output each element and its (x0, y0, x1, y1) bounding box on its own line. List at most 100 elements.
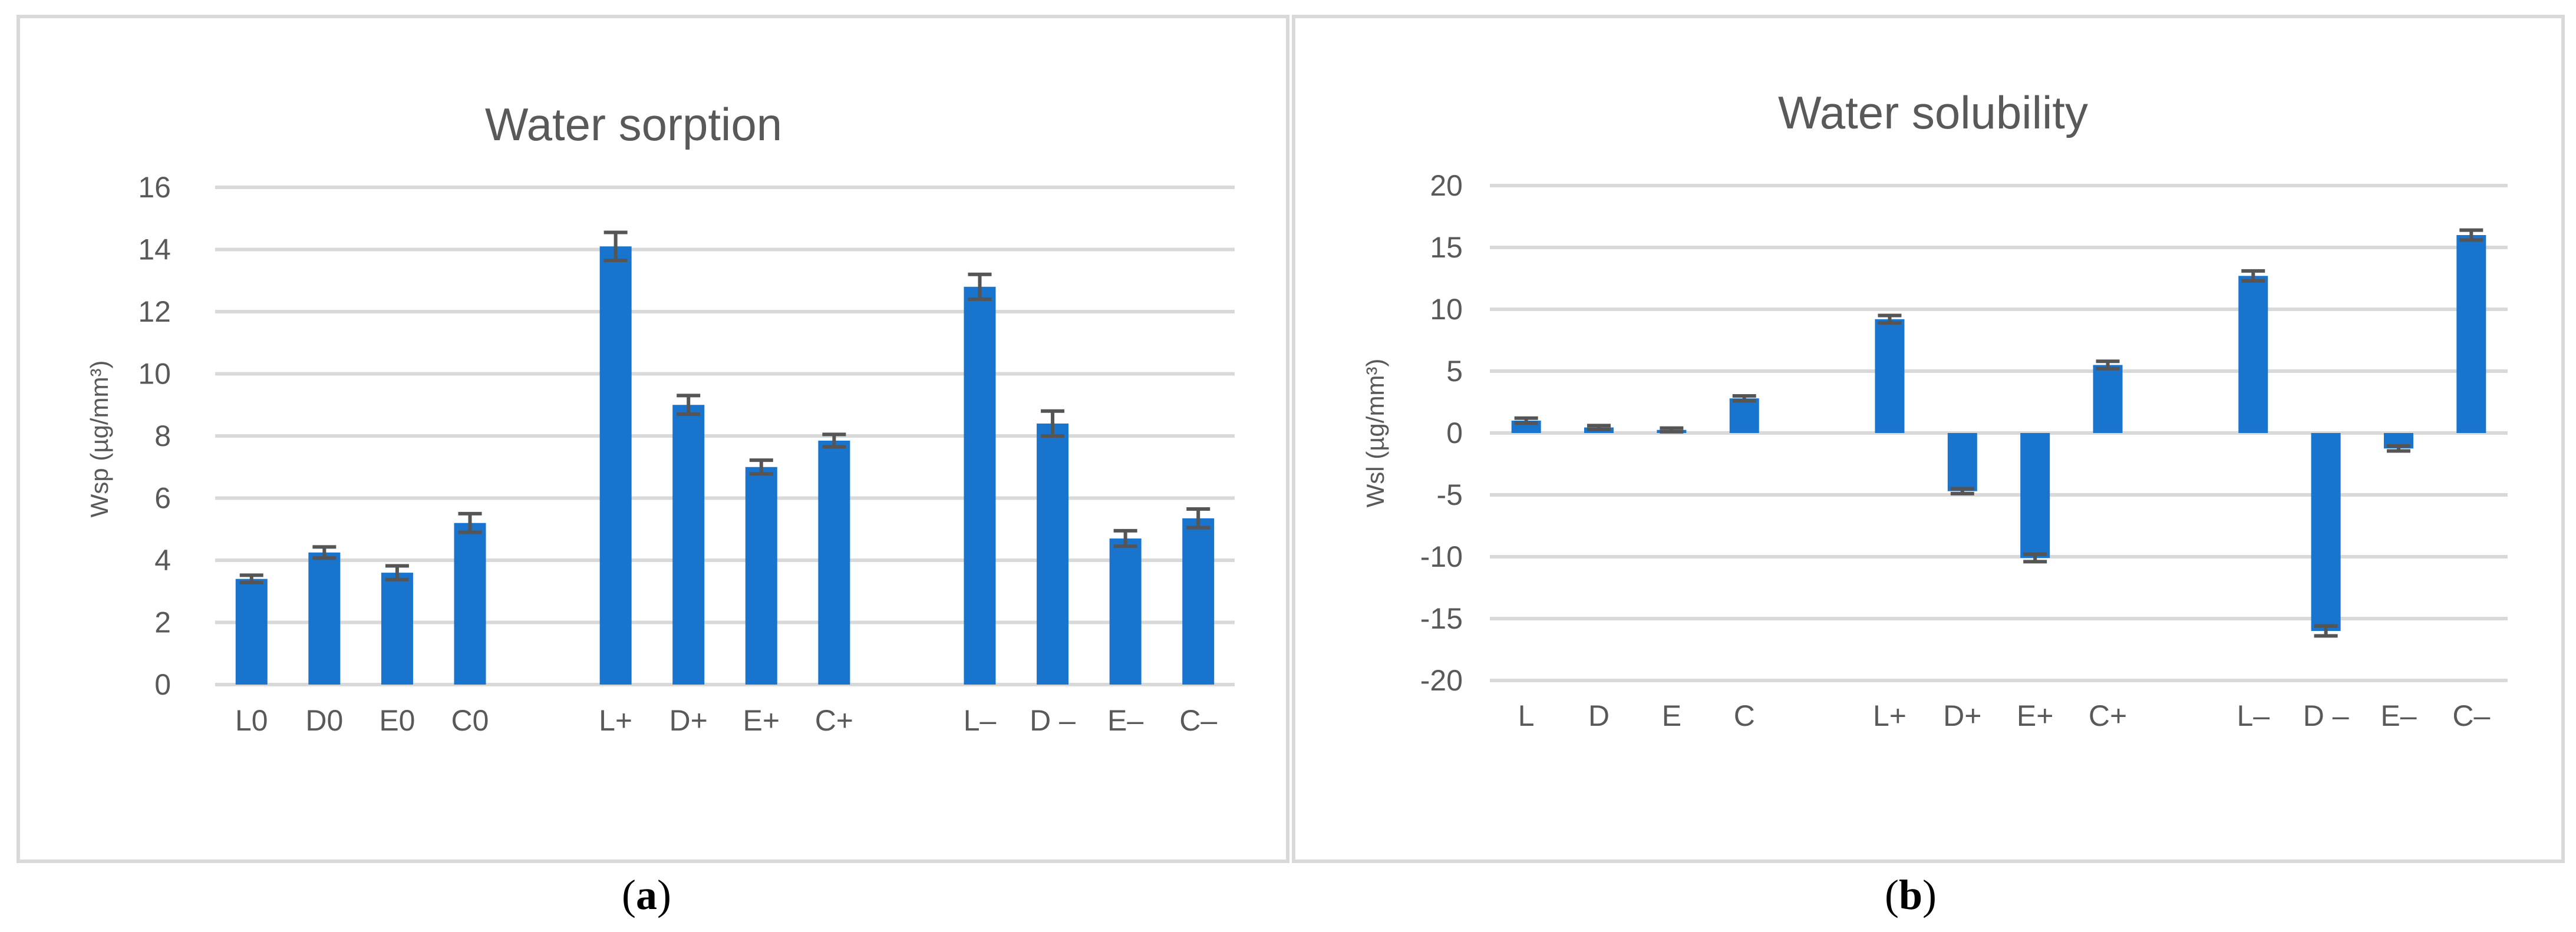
error-bar (239, 573, 263, 584)
y-tick-label: 12 (138, 295, 171, 328)
error-bar (458, 511, 482, 534)
y-tick-labels: -20 -15 -10 -5 0 5 10 15 20 (1420, 169, 1463, 697)
error-bar (2241, 269, 2265, 283)
bar (2311, 433, 2341, 631)
y-tick-label: -10 (1420, 540, 1463, 573)
x-tick-label: E+ (2017, 699, 2054, 732)
y-tick-label: 10 (138, 358, 171, 391)
x-tick-label: L– (964, 704, 997, 737)
gridlines (1490, 184, 2508, 682)
x-tick-label: D – (1030, 704, 1076, 737)
x-tick-label: E (1662, 699, 1681, 732)
y-tick-label: 0 (154, 668, 171, 701)
y-tick-label: 20 (1430, 169, 1463, 202)
error-bar (2314, 624, 2338, 638)
y-tick-label: -20 (1420, 664, 1463, 697)
x-tick-label: L+ (1873, 699, 1907, 732)
y-tick-label: 15 (1430, 231, 1463, 264)
x-tick-label: C– (1179, 704, 1217, 737)
bar (2020, 433, 2050, 558)
panel-label-b-open: ( (1885, 871, 1899, 918)
x-tick-label: E+ (743, 704, 780, 737)
bar (672, 405, 705, 685)
y-tick-label: 0 (1446, 417, 1463, 450)
error-bar (677, 394, 701, 417)
x-tick-label: D+ (1943, 699, 1981, 732)
x-tick-label: L– (2237, 699, 2270, 732)
y-tick-label: 2 (154, 606, 171, 639)
x-tick-label: E– (2380, 699, 2416, 732)
y-tick-label: 4 (154, 544, 171, 577)
bars (1511, 235, 2486, 631)
panel-label-b: (b) (1885, 871, 1937, 920)
bar (1182, 518, 1215, 685)
x-tick-label: L+ (599, 704, 632, 737)
panel-label-a: (a) (622, 871, 671, 920)
error-bar (1514, 416, 1538, 425)
bar (2093, 365, 2123, 433)
panel-label-a-letter: a (635, 871, 657, 918)
error-bar (1041, 409, 1065, 438)
bar (1109, 538, 1142, 685)
x-tick-label: E– (1107, 704, 1143, 737)
bar (1875, 319, 1905, 433)
bar (745, 467, 777, 685)
error-bar (2023, 552, 2047, 564)
error-bar (968, 272, 992, 301)
x-tick-label: C– (2452, 699, 2490, 732)
x-tick-label: L0 (235, 704, 268, 737)
x-tick-label: L (1518, 699, 1535, 732)
bar (964, 286, 996, 685)
x-tick-labels: L0 D0 E0 C0 L+ D+ E+ C+ L– D – E– C– (235, 704, 1217, 737)
error-bar (385, 564, 409, 581)
error-bar (1732, 394, 1756, 403)
y-axis-title: Wsp (µg/mm³) (85, 361, 113, 518)
x-tick-label: D+ (669, 704, 708, 737)
error-bar (1660, 426, 1684, 434)
y-axis-title: Wsl (µg/mm³) (1361, 359, 1389, 508)
x-tick-label: C+ (2089, 699, 2127, 732)
panel-label-b-letter: b (1898, 871, 1923, 918)
y-tick-label: 5 (1446, 355, 1463, 388)
panel-label-b-close: ) (1922, 871, 1937, 918)
chart-water-sorption: Water sorption Wsp (µg/mm³) 0 2 4 6 8 10 12 14 1… (85, 98, 1235, 737)
y-tick-label: 8 (154, 419, 171, 452)
bar (599, 246, 632, 685)
bars (235, 246, 1215, 685)
error-bar (1950, 487, 1974, 495)
error-bar (749, 458, 773, 476)
x-tick-label: D – (2303, 699, 2349, 732)
y-tick-label: 14 (138, 233, 171, 266)
error-bar (1186, 507, 1211, 530)
error-bar (1113, 528, 1137, 548)
bar (235, 579, 268, 685)
error-bar (822, 432, 846, 449)
chart-title: Water solubility (1778, 87, 2088, 138)
chart-title: Water sorption (485, 98, 782, 150)
bar (1037, 423, 1069, 685)
error-bar (1587, 424, 1611, 431)
x-tick-labels: L D E C L+ D+ E+ C+ L– D – E– C– (1518, 699, 2491, 732)
error-bars (1514, 228, 2483, 638)
x-tick-label: C0 (451, 704, 489, 737)
x-tick-label: C+ (815, 704, 853, 737)
y-tick-labels: 0 2 4 6 8 10 12 14 16 (138, 171, 171, 701)
bar (2238, 276, 2268, 433)
x-tick-label: C (1734, 699, 1755, 732)
error-bar (603, 230, 628, 262)
error-bar (2459, 228, 2483, 242)
bar (308, 552, 341, 685)
bar (818, 440, 850, 685)
chart-water-solubility: Water solubility Wsl (µg/mm³) -20 -15 -10 -… (1361, 87, 2508, 732)
error-bar (2386, 444, 2410, 453)
y-tick-label: 16 (138, 171, 171, 204)
bar (454, 523, 486, 685)
y-tick-label: -5 (1437, 478, 1463, 511)
error-bars (239, 230, 1211, 584)
y-tick-label: -15 (1420, 602, 1463, 635)
x-tick-label: D0 (305, 704, 343, 737)
y-tick-label: 6 (154, 482, 171, 515)
bar (1947, 433, 1977, 491)
x-tick-label: E0 (379, 704, 415, 737)
